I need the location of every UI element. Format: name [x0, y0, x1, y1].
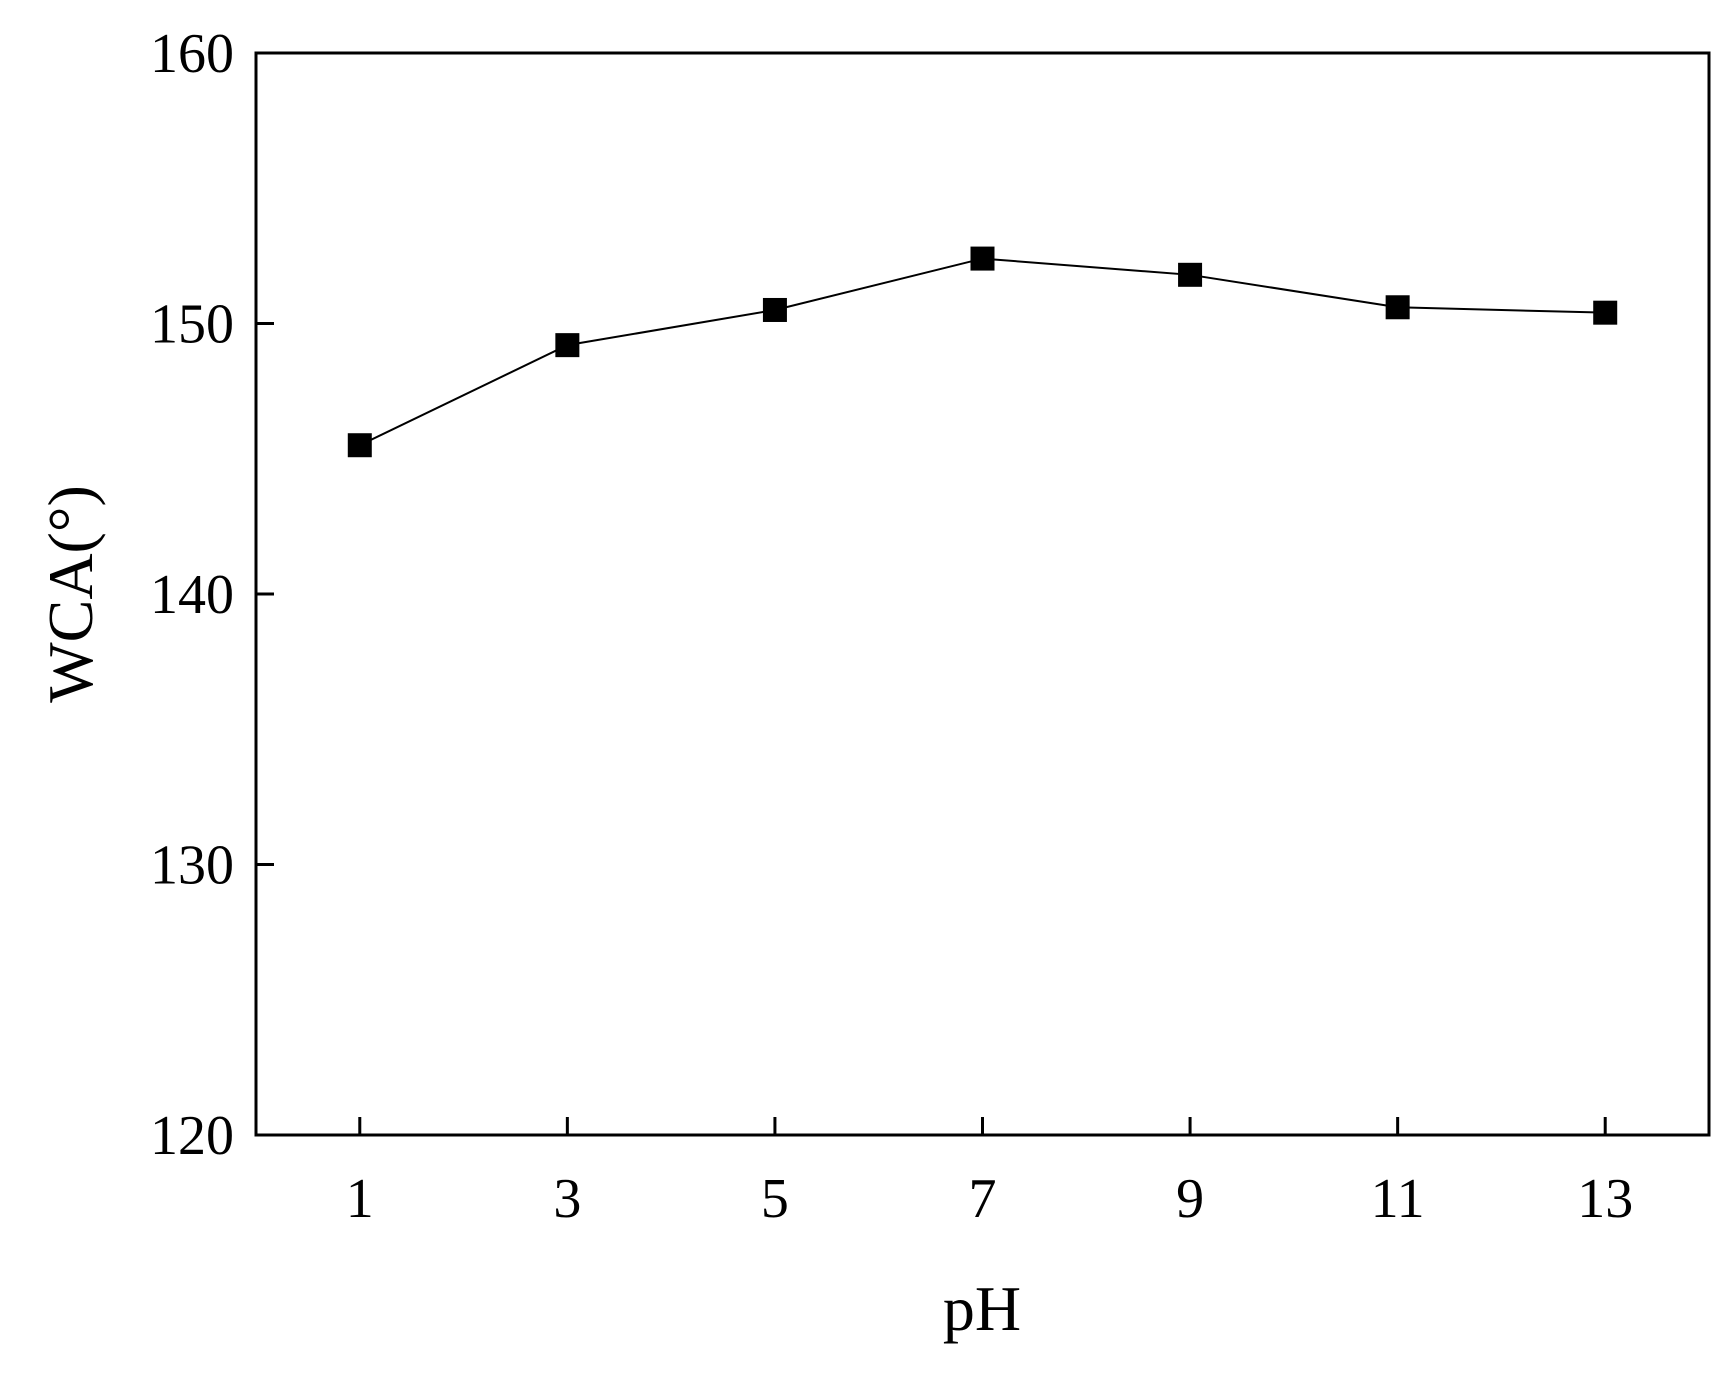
- data-point-marker: [762, 297, 787, 322]
- series-markers: [347, 246, 1618, 458]
- x-tick-label: 5: [761, 1168, 789, 1230]
- x-axis-title: pH: [943, 1273, 1021, 1344]
- x-tick-label: 3: [553, 1168, 581, 1230]
- x-tick-label: 7: [969, 1168, 997, 1230]
- data-point-marker: [555, 333, 580, 358]
- data-point-marker: [970, 246, 995, 271]
- y-tick-label: 120: [150, 1105, 234, 1167]
- x-tick-label: 11: [1371, 1168, 1425, 1230]
- y-axis-title: WCA(°): [35, 485, 106, 703]
- y-tick-label: 160: [150, 23, 234, 85]
- x-tick-label: 13: [1577, 1168, 1633, 1230]
- y-tick-label: 130: [150, 835, 234, 897]
- plot-frame: [254, 51, 1711, 1137]
- y-tick-label: 140: [150, 564, 234, 626]
- y-tick-label: 150: [150, 294, 234, 356]
- data-point-marker: [1593, 300, 1618, 325]
- y-axis-ticks: 120 130 140 150 160: [150, 23, 274, 1167]
- data-point-marker: [1178, 262, 1203, 287]
- data-point-marker: [1385, 295, 1410, 320]
- x-tick-label: 1: [346, 1168, 374, 1230]
- x-axis-ticks: 1 3 5 7 9 11 13: [346, 1117, 1633, 1230]
- data-point-marker: [347, 433, 372, 458]
- series-line: [359, 257, 1606, 447]
- x-tick-label: 9: [1176, 1168, 1204, 1230]
